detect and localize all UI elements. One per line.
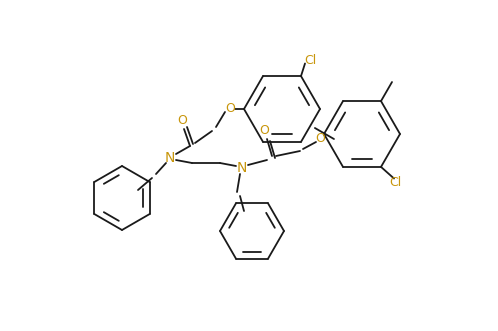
Text: O: O bbox=[177, 115, 187, 127]
Text: O: O bbox=[315, 132, 325, 146]
Text: O: O bbox=[225, 103, 235, 116]
Text: Cl: Cl bbox=[304, 54, 316, 67]
Text: Cl: Cl bbox=[389, 176, 401, 189]
Text: N: N bbox=[237, 161, 247, 175]
Text: O: O bbox=[259, 124, 269, 137]
Text: N: N bbox=[165, 151, 175, 165]
